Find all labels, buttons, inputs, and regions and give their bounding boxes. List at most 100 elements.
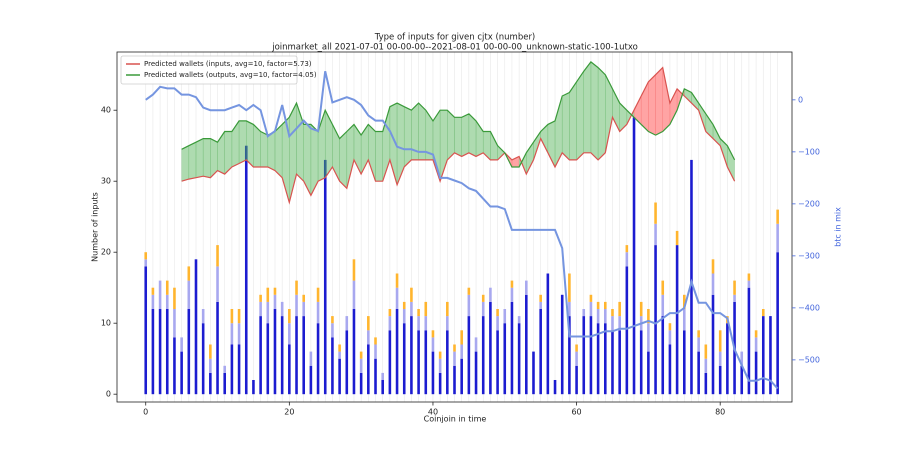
- bar-segment: [438, 372, 442, 395]
- bar-segment: [151, 308, 155, 395]
- fill-between: [339, 130, 348, 189]
- bar-segment: [158, 280, 162, 309]
- bar-segment: [151, 294, 155, 309]
- bar-segment: [647, 323, 650, 352]
- bar-segment: [596, 323, 600, 395]
- bar-segment: [761, 308, 765, 317]
- x-tick-label: 40: [428, 408, 438, 417]
- bar-segment: [611, 330, 614, 395]
- bar-segment: [453, 351, 456, 366]
- bar-segment: [460, 330, 463, 345]
- fill-between: [238, 120, 247, 164]
- bar-segment: [374, 337, 377, 345]
- y-tick-label: 40: [101, 106, 111, 115]
- plot-frame: [116, 51, 793, 403]
- fill-between: [195, 138, 204, 178]
- fill-between: [590, 61, 599, 161]
- bar-segment: [525, 280, 528, 295]
- bar-segment: [316, 323, 320, 395]
- fill-between: [561, 92, 570, 161]
- bar-segment: [259, 316, 262, 395]
- bar-segment: [288, 344, 291, 395]
- fill-between: [310, 123, 319, 196]
- bar-segment: [625, 245, 629, 253]
- bar-segment: [675, 245, 679, 395]
- bar-segment: [539, 294, 542, 302]
- legend-label: Predicted wallets (outputs, avg=10, fact…: [144, 71, 317, 79]
- bar-segment: [216, 245, 219, 267]
- bar-segment: [359, 358, 363, 373]
- y2-tick-label: −500: [798, 355, 820, 364]
- bar-segment: [553, 379, 557, 395]
- bar-segment: [568, 301, 571, 317]
- bar-segment: [776, 209, 779, 224]
- y-tick-label: 0: [106, 390, 111, 399]
- bar-segment: [654, 223, 657, 246]
- bar-segment: [711, 259, 715, 274]
- fill-between: [583, 61, 592, 154]
- bar-segment: [503, 323, 507, 395]
- bar-segment: [582, 308, 586, 317]
- bar-segment: [704, 372, 708, 395]
- fill-between: [202, 138, 211, 178]
- bar-segment: [165, 294, 169, 309]
- y-axis-label: Number of inputs: [91, 192, 100, 262]
- fill-between: [332, 124, 340, 182]
- bar-segment: [352, 259, 356, 281]
- bar-segment: [388, 308, 392, 317]
- bar-segment: [302, 294, 305, 302]
- bar-segment: [654, 245, 657, 395]
- bar-segment: [230, 344, 234, 395]
- bar-segment: [467, 294, 471, 317]
- bar-segment: [517, 323, 521, 395]
- bar-segment: [481, 316, 485, 395]
- fill-between: [490, 131, 498, 161]
- bar-segment: [144, 252, 148, 260]
- fill-between: [368, 123, 376, 182]
- chart-subtitle: joinmarket_all 2021-07-01 00-00-00--2021…: [271, 43, 638, 53]
- bar-segment: [173, 308, 176, 338]
- fill-between: [727, 145, 735, 182]
- bar-segment: [697, 330, 700, 338]
- bar-segment: [740, 351, 744, 366]
- bar-segment: [338, 344, 341, 352]
- bar-segment: [668, 323, 672, 331]
- bar-segment: [388, 316, 392, 331]
- bar-segment: [381, 372, 384, 380]
- bar-segment: [575, 344, 578, 352]
- bar-segment: [331, 316, 334, 324]
- bar-segment: [280, 301, 284, 317]
- bar-segment: [460, 358, 463, 395]
- bar-segment: [747, 273, 751, 281]
- bar-segment: [539, 301, 542, 309]
- x-tick-label: 0: [143, 408, 148, 417]
- bar-segment: [776, 252, 779, 395]
- bar-segment: [237, 308, 241, 324]
- bar-segment: [374, 358, 377, 395]
- bar-segment: [180, 351, 183, 395]
- fill-between: [403, 106, 412, 168]
- fill-between: [461, 113, 470, 157]
- bar-segment: [474, 337, 478, 352]
- bar-segment: [209, 344, 212, 359]
- x-axis-label: Coinjoin in time: [424, 415, 487, 424]
- bar-segment: [604, 323, 607, 395]
- bar-segment: [446, 316, 449, 331]
- bar-segment: [223, 372, 227, 395]
- bar-segment: [704, 358, 708, 373]
- bar-segment: [223, 365, 227, 373]
- bar-segment: [510, 287, 514, 302]
- bar-segment: [201, 323, 205, 395]
- bar-segment: [589, 316, 593, 395]
- bar-segment: [187, 308, 191, 395]
- bar-segment: [747, 280, 751, 288]
- bar-segment: [675, 230, 679, 246]
- bar-segment: [596, 301, 600, 309]
- y2-tick-label: −100: [798, 147, 820, 156]
- bar-segment: [280, 316, 284, 395]
- bar-segment: [661, 294, 665, 317]
- bar-segment: [381, 379, 384, 395]
- bar-segment: [273, 287, 277, 295]
- bar-segment: [410, 301, 413, 317]
